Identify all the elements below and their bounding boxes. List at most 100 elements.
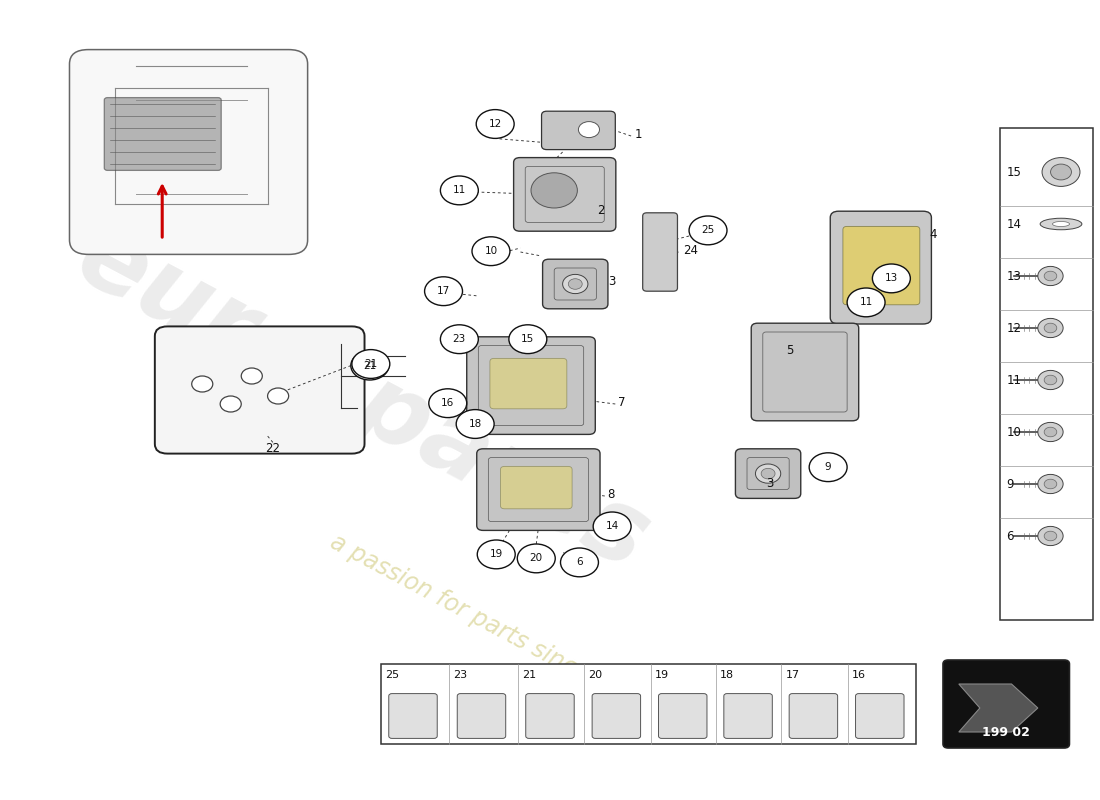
Polygon shape [959, 684, 1037, 732]
Circle shape [872, 264, 911, 293]
Text: 11: 11 [1006, 374, 1021, 386]
Circle shape [1037, 526, 1063, 546]
FancyBboxPatch shape [541, 111, 615, 150]
Text: 23: 23 [453, 670, 468, 680]
FancyBboxPatch shape [856, 694, 904, 738]
Text: 13: 13 [884, 274, 898, 283]
Circle shape [531, 173, 578, 208]
Text: 21: 21 [522, 670, 536, 680]
Circle shape [456, 410, 494, 438]
Circle shape [1037, 370, 1063, 390]
FancyBboxPatch shape [458, 694, 506, 738]
FancyBboxPatch shape [155, 326, 364, 454]
FancyBboxPatch shape [830, 211, 932, 324]
Text: 22: 22 [265, 442, 280, 454]
FancyBboxPatch shape [476, 449, 600, 530]
Bar [1000, 128, 1092, 620]
FancyBboxPatch shape [642, 213, 678, 291]
Text: 19: 19 [490, 550, 503, 559]
Circle shape [477, 540, 515, 569]
Circle shape [1037, 266, 1063, 286]
Text: 24: 24 [683, 244, 697, 257]
Text: 11: 11 [859, 298, 872, 307]
Circle shape [472, 237, 510, 266]
Circle shape [756, 464, 781, 483]
Circle shape [517, 544, 556, 573]
Text: a passion for parts since 1985: a passion for parts since 1985 [326, 530, 652, 718]
Text: 3: 3 [766, 477, 773, 490]
Text: 17: 17 [785, 670, 800, 680]
Text: 199 02: 199 02 [982, 726, 1031, 738]
FancyBboxPatch shape [943, 660, 1069, 748]
FancyBboxPatch shape [843, 226, 920, 305]
FancyBboxPatch shape [659, 694, 707, 738]
Text: 19: 19 [654, 670, 669, 680]
Circle shape [1044, 271, 1057, 281]
Circle shape [579, 122, 600, 138]
Text: 7: 7 [618, 396, 626, 409]
Text: 1: 1 [635, 128, 641, 141]
Circle shape [1050, 164, 1071, 180]
Circle shape [429, 389, 466, 418]
Circle shape [593, 512, 631, 541]
Text: 21: 21 [363, 361, 376, 370]
Text: eurospares: eurospares [60, 209, 664, 591]
Text: 3: 3 [608, 275, 615, 288]
Text: 21: 21 [364, 359, 377, 369]
FancyBboxPatch shape [104, 98, 221, 170]
FancyBboxPatch shape [490, 358, 566, 409]
Text: 17: 17 [437, 286, 450, 296]
Text: 18: 18 [720, 670, 735, 680]
FancyBboxPatch shape [736, 449, 801, 498]
Circle shape [241, 368, 262, 384]
Circle shape [847, 288, 886, 317]
Text: 10: 10 [484, 246, 497, 256]
Circle shape [191, 376, 212, 392]
FancyBboxPatch shape [751, 323, 859, 421]
Circle shape [810, 453, 847, 482]
Text: 25: 25 [702, 226, 715, 235]
Circle shape [440, 176, 478, 205]
Text: 20: 20 [588, 670, 603, 680]
Ellipse shape [1053, 222, 1069, 226]
Circle shape [1037, 474, 1063, 494]
FancyBboxPatch shape [514, 158, 616, 231]
FancyBboxPatch shape [69, 50, 308, 254]
FancyBboxPatch shape [789, 694, 837, 738]
Circle shape [561, 548, 598, 577]
Circle shape [509, 325, 547, 354]
Text: 2: 2 [597, 204, 605, 217]
Circle shape [1044, 479, 1057, 489]
Ellipse shape [1041, 218, 1082, 230]
Text: 12: 12 [1006, 322, 1021, 334]
Text: 11: 11 [453, 186, 466, 195]
Text: 15: 15 [1006, 166, 1021, 178]
Circle shape [1037, 422, 1063, 442]
Circle shape [1044, 427, 1057, 437]
FancyBboxPatch shape [542, 259, 608, 309]
Text: 14: 14 [1006, 218, 1021, 230]
FancyBboxPatch shape [388, 694, 437, 738]
FancyBboxPatch shape [592, 694, 640, 738]
Circle shape [562, 274, 587, 294]
Text: 10: 10 [1006, 426, 1021, 438]
Text: 5: 5 [786, 344, 793, 357]
Text: 9: 9 [825, 462, 832, 472]
Circle shape [761, 468, 776, 479]
Circle shape [351, 351, 388, 380]
Text: 6: 6 [1006, 530, 1014, 542]
Circle shape [267, 388, 288, 404]
FancyBboxPatch shape [526, 694, 574, 738]
Bar [381, 664, 916, 744]
Text: 16: 16 [851, 670, 866, 680]
Text: 18: 18 [469, 419, 482, 429]
Text: 13: 13 [1006, 270, 1021, 282]
Text: 20: 20 [530, 554, 542, 563]
Circle shape [1037, 318, 1063, 338]
Circle shape [569, 278, 582, 290]
Text: 4: 4 [930, 228, 937, 241]
Text: 15: 15 [521, 334, 535, 344]
Text: 9: 9 [1006, 478, 1014, 490]
Text: 6: 6 [576, 558, 583, 567]
Text: 12: 12 [488, 119, 502, 129]
